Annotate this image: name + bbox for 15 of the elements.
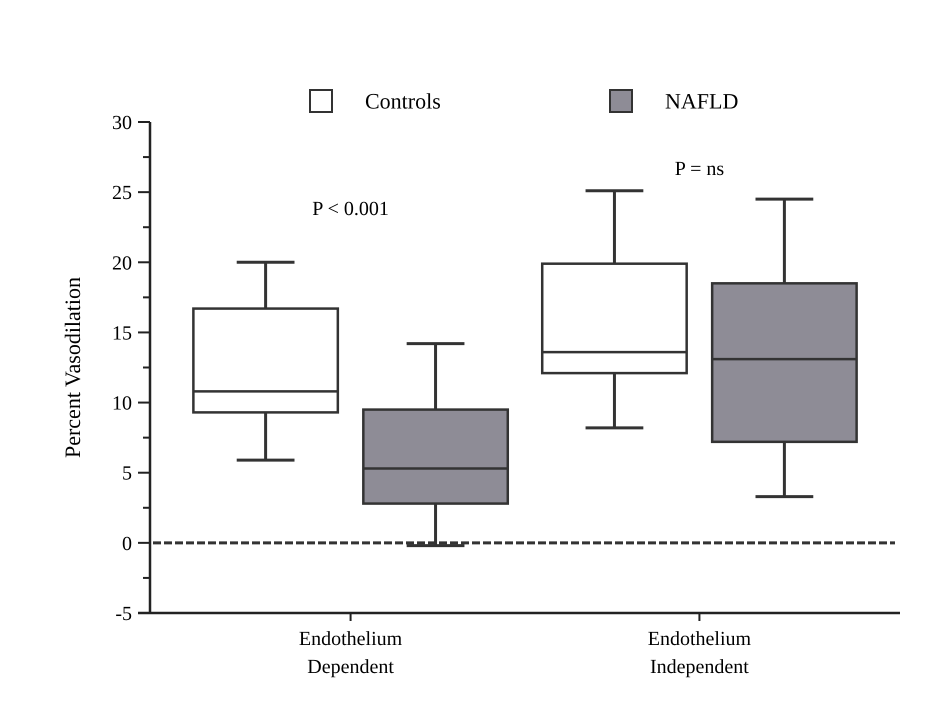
annotation: P < 0.001 xyxy=(312,198,389,220)
x-tick-label: Endothelium Dependent xyxy=(298,628,403,678)
y-tick-label: 25 xyxy=(112,182,132,204)
y-tick-label: 5 xyxy=(122,462,132,485)
y-axis-title: Percent Vasodilation xyxy=(60,276,85,458)
annotation: P = ns xyxy=(674,158,724,180)
y-tick-label: 20 xyxy=(112,252,132,274)
x-tick-label: Endothelium Independent xyxy=(648,628,752,678)
y-tick-label: 15 xyxy=(112,322,132,344)
y-tick-label: -5 xyxy=(115,603,132,625)
legend-label: Controls xyxy=(365,88,441,114)
y-tick-label: 10 xyxy=(112,392,132,415)
legend-label: NAFLD xyxy=(665,88,738,114)
y-tick-label: 30 xyxy=(112,112,132,134)
y-tick-label: 0 xyxy=(122,532,132,555)
